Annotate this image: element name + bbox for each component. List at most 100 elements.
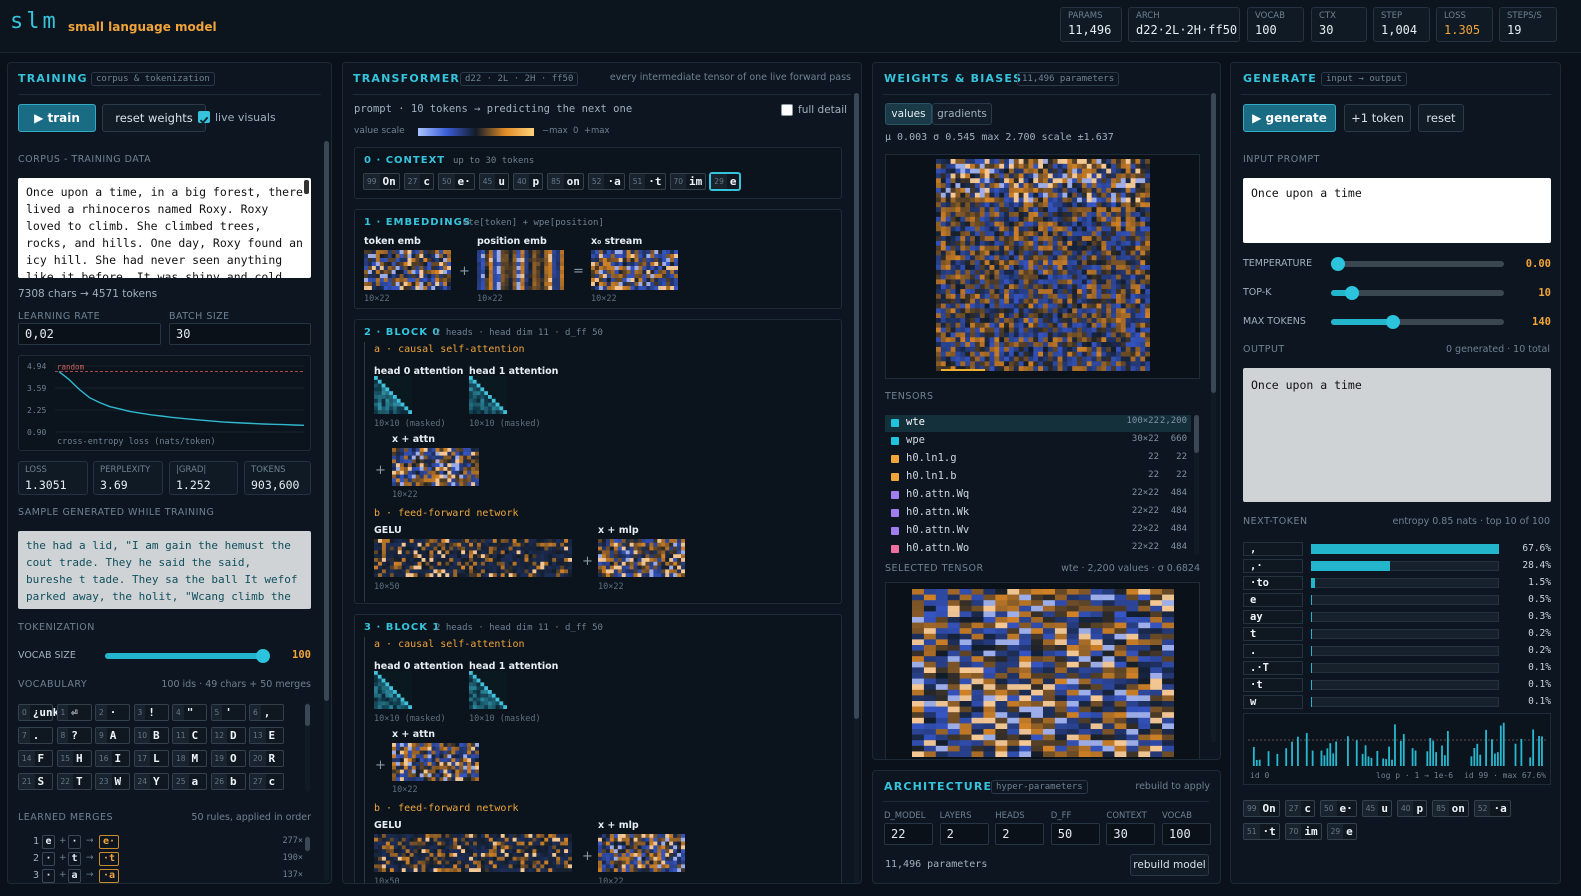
heatmap-cell — [1120, 332, 1126, 338]
heatmap-cell — [435, 750, 440, 755]
heatmap-cell — [1004, 342, 1010, 348]
heatmap-cell — [662, 286, 667, 290]
heatmap-cell — [512, 837, 517, 842]
heatmap-cell — [653, 856, 658, 861]
heatmap-cell — [1106, 212, 1112, 218]
reset-weights-button[interactable]: reset weights — [102, 104, 206, 132]
heatmap-cell — [594, 270, 600, 275]
heatmap-cell — [419, 762, 424, 767]
heatmap-cell — [445, 546, 450, 551]
heatmap-cell — [950, 221, 956, 227]
heatmap-cell — [1038, 221, 1044, 227]
heatmap-cell — [979, 202, 985, 208]
heatmap-cell — [431, 250, 436, 255]
heatmap-cell — [407, 463, 413, 468]
heatmap-cell — [473, 569, 478, 574]
heatmap-cell — [484, 270, 490, 275]
heatmap-cell — [1023, 159, 1029, 165]
heatmap-cell — [1106, 318, 1112, 324]
scrollbar-thumb[interactable] — [305, 704, 310, 726]
heatmap-cell — [520, 262, 525, 267]
heatmap-cell — [984, 289, 990, 295]
corpus-textarea[interactable]: Once upon a time, in a big forest, there… — [18, 178, 311, 278]
heatmap-cell — [1096, 303, 1102, 309]
metric-box: |GRAD| 1.252 — [169, 461, 238, 495]
heatmap-cell — [499, 387, 504, 392]
heatmap-cell — [960, 298, 966, 304]
attention-map — [469, 376, 507, 414]
heatmap-cell — [395, 750, 401, 755]
scrollbar-thumb[interactable] — [324, 141, 329, 701]
heatmap-cell — [999, 159, 1005, 165]
heatmap-cell — [653, 573, 658, 577]
heatmap-cell — [407, 250, 412, 255]
tab[interactable]: gradients — [932, 103, 992, 125]
heatmap-cell — [472, 678, 477, 683]
heatmap-cell — [400, 690, 405, 695]
heatmap-cell — [960, 260, 966, 266]
heatmap-cell — [500, 860, 505, 865]
heatmap-cell — [1043, 346, 1049, 353]
heatmap-cell — [650, 282, 655, 287]
heatmap-cell — [936, 298, 942, 304]
heatmap-cell — [1062, 168, 1068, 174]
heatmap-cell — [405, 834, 410, 839]
heatmap-cell — [979, 212, 985, 218]
scrollbar-thumb[interactable] — [854, 93, 859, 719]
heatmap-cell — [396, 379, 401, 384]
heatmap-cell — [1072, 240, 1078, 247]
heatmap-cell — [1111, 269, 1117, 275]
heatmap-cell — [425, 860, 430, 865]
heatmap-cell — [476, 398, 481, 403]
checkbox[interactable] — [198, 111, 210, 124]
heatmap-cell — [399, 250, 404, 255]
heatmap-cell — [940, 240, 947, 247]
heatmap-cell — [1028, 236, 1034, 242]
heatmap-cell — [433, 539, 438, 544]
heatmap-cell — [409, 864, 414, 869]
heatmap-cell — [492, 274, 498, 279]
heatmap-cell — [499, 410, 504, 414]
heatmap-cell — [421, 837, 426, 842]
heatmap-cell — [560, 254, 564, 259]
heatmap-cell — [387, 278, 392, 283]
heatmap-cell — [397, 550, 403, 555]
heatmap-cell — [622, 286, 627, 290]
scrollbar-thumb[interactable] — [305, 837, 310, 851]
heatmap-cell — [375, 278, 381, 283]
heatmap-cell — [433, 546, 438, 551]
checkbox[interactable] — [781, 104, 793, 116]
heatmap-cell — [657, 834, 662, 839]
heatmap-cell — [435, 258, 440, 263]
heatmap-cell — [630, 286, 635, 290]
heatmap-cell — [504, 539, 509, 544]
heatmap-cell — [453, 546, 458, 551]
heatmap-cell — [649, 569, 654, 574]
heatmap-cell — [984, 216, 990, 222]
heatmap-cell — [591, 274, 596, 279]
heatmap-cell — [1106, 279, 1112, 285]
heatmap-cell — [626, 286, 631, 290]
heatmap-cell — [1106, 265, 1112, 271]
field-input[interactable]: 30 — [169, 323, 311, 345]
heatmap-cell — [970, 183, 976, 189]
heatmap-cell — [556, 266, 561, 271]
heatmap-cell — [449, 550, 454, 555]
tab[interactable]: values — [885, 103, 932, 125]
heatmap-cell — [955, 327, 961, 333]
heatmap-cell — [439, 266, 444, 271]
heatmap-cell — [374, 550, 379, 555]
heatmap-cell — [374, 837, 379, 842]
heatmap-cell — [508, 282, 513, 287]
heatmap-cell — [520, 542, 525, 547]
heatmap-cell — [1013, 183, 1019, 189]
heatmap-cell — [484, 278, 490, 283]
heatmap-cell — [945, 327, 951, 333]
heatmap-cell — [504, 270, 509, 275]
heatmap-cell — [441, 853, 446, 858]
heatmap-cell — [965, 322, 971, 328]
field-input[interactable]: 0,02 — [18, 323, 161, 345]
heatmap-cell — [459, 743, 464, 748]
train-button[interactable]: ▶ train — [18, 104, 96, 132]
slider-thumb[interactable] — [256, 649, 271, 663]
